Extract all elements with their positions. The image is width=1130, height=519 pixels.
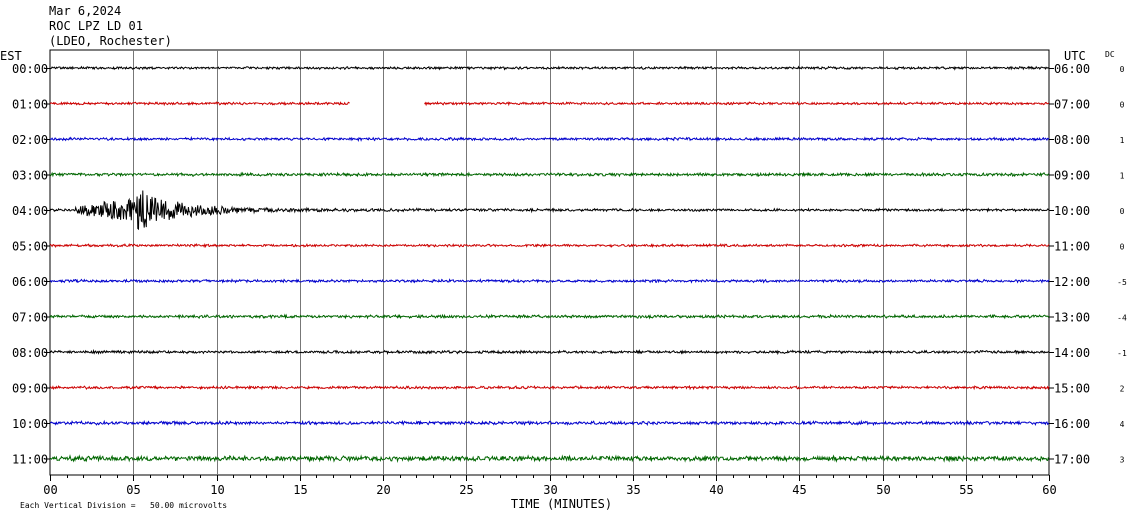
- est-label: 11:00: [12, 453, 48, 467]
- utc-label: 10:00: [1054, 204, 1090, 218]
- utc-label: 13:00: [1054, 311, 1090, 325]
- dc-value: 1: [1120, 172, 1125, 181]
- utc-label: 12:00: [1054, 275, 1090, 289]
- utc-label: 15:00: [1054, 382, 1090, 396]
- est-label: 04:00: [12, 204, 48, 218]
- x-tick-label: 30: [543, 483, 557, 497]
- dc-value: -5: [1117, 278, 1127, 287]
- footnote: Each Vertical Division = 50.00 microvolt…: [20, 501, 227, 510]
- est-label: 05:00: [12, 240, 48, 254]
- est-label: 00:00: [12, 62, 48, 76]
- trace-0200: [49, 135, 1050, 142]
- x-axis-label: TIME (MINUTES): [511, 497, 612, 511]
- trace-0500: [49, 242, 1050, 249]
- x-tick-label: 40: [709, 483, 723, 497]
- utc-label: 07:00: [1054, 98, 1090, 112]
- dc-value: 4: [1120, 420, 1125, 429]
- header-station: ROC LPZ LD 01: [49, 19, 143, 33]
- trace-0600: [49, 278, 1050, 284]
- dc-value: -4: [1117, 314, 1127, 323]
- dc-value: 1: [1120, 136, 1125, 145]
- x-tick-label: 25: [459, 483, 473, 497]
- est-label: 03:00: [12, 169, 48, 183]
- utc-label: 06:00: [1054, 62, 1090, 76]
- x-tick-label: 20: [376, 483, 390, 497]
- x-tick-label: 60: [1042, 483, 1056, 497]
- trace-0400: [49, 190, 1050, 231]
- est-label: 09:00: [12, 382, 48, 396]
- trace-0800: [49, 348, 1050, 356]
- x-tick-label: 10: [210, 483, 224, 497]
- x-tick-label: 00: [43, 483, 57, 497]
- dc-value: 0: [1120, 207, 1125, 216]
- utc-label: 11:00: [1054, 240, 1090, 254]
- est-label: 01:00: [12, 98, 48, 112]
- x-tick-label: 45: [792, 483, 806, 497]
- est-label: 08:00: [12, 346, 48, 360]
- trace-1100: [49, 454, 1049, 463]
- trace-0700: [49, 313, 1050, 320]
- trace-1000: [49, 419, 1050, 427]
- plot-frame: [49, 49, 1050, 476]
- utc-label: 08:00: [1054, 133, 1090, 147]
- trace-0000: [49, 65, 1050, 71]
- x-tick-label: 05: [126, 483, 140, 497]
- dc-label: DC: [1105, 50, 1115, 59]
- x-tick-label: 55: [959, 483, 973, 497]
- dc-value: 0: [1120, 243, 1125, 252]
- trace-0100: [49, 100, 1049, 107]
- header-date: Mar 6,2024: [49, 4, 122, 18]
- dc-value: 3: [1120, 456, 1125, 465]
- dc-value: 0: [1120, 65, 1125, 74]
- trace-0300: [49, 171, 1050, 178]
- x-tick-label: 50: [876, 483, 890, 497]
- x-tick-label: 15: [293, 483, 307, 497]
- utc-label: 16:00: [1054, 417, 1090, 431]
- header-network: (LDEO, Rochester): [49, 34, 172, 48]
- x-tick-label: 35: [626, 483, 640, 497]
- trace-0900: [49, 384, 1050, 391]
- dc-value: 0: [1120, 101, 1125, 110]
- dc-value: 2: [1120, 385, 1125, 394]
- utc-label: 17:00: [1054, 453, 1090, 467]
- utc-label: 14:00: [1054, 346, 1090, 360]
- dc-value: -1: [1117, 349, 1127, 358]
- est-label: 10:00: [12, 417, 48, 431]
- est-label: 06:00: [12, 275, 48, 289]
- left-axis-label: EST: [0, 49, 22, 63]
- est-label: 07:00: [12, 311, 48, 325]
- utc-label: 09:00: [1054, 169, 1090, 183]
- right-axis-label: UTC: [1064, 49, 1086, 63]
- est-label: 02:00: [12, 133, 48, 147]
